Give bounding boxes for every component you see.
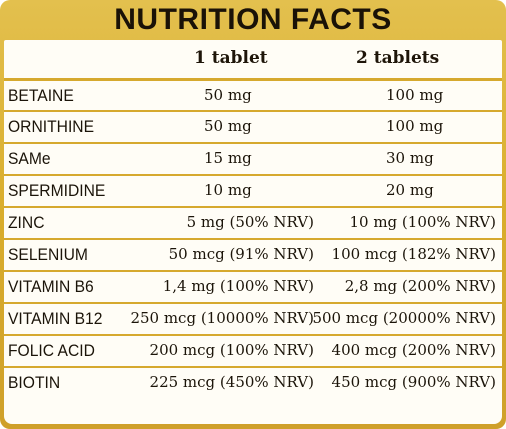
nutrient-name: BIOTIN xyxy=(8,373,61,392)
nutrient-name: SAMe xyxy=(8,149,51,168)
column-header-2-tablets: 2 tablets xyxy=(356,48,440,68)
table-row: SPERMIDINE 10 mg 20 mg xyxy=(4,174,502,206)
amount-1-tablet: 15 mg xyxy=(204,149,252,167)
nutrient-name: SELENIUM xyxy=(8,245,88,264)
amount-2-tablets: 20 mg xyxy=(386,181,434,199)
amount-1-tablet: 5 mg (50% NRV) xyxy=(186,213,314,231)
amount-1-tablet: 250 mcg (10000% NRV) xyxy=(130,309,314,327)
nutrient-name: VITAMIN B12 xyxy=(8,309,103,328)
column-header-1-tablet: 1 tablet xyxy=(194,48,268,68)
amount-1-tablet: 225 mcg (450% NRV) xyxy=(149,373,314,391)
amount-2-tablets: 100 mg xyxy=(386,117,444,135)
nutrient-name: FOLIC ACID xyxy=(8,341,95,360)
table-row: BETAINE 50 mg 100 mg xyxy=(4,78,502,110)
amount-2-tablets: 30 mg xyxy=(386,149,434,167)
table-row: ZINC 5 mg (50% NRV) 10 mg (100% NRV) xyxy=(4,206,502,238)
amount-2-tablets: 450 mcg (900% NRV) xyxy=(331,373,496,391)
nutrition-table: 1 tablet 2 tablets BETAINE 50 mg 100 mg ORN… xyxy=(4,40,502,424)
table-body: BETAINE 50 mg 100 mg ORNITHINE 50 mg 100 mg SA… xyxy=(4,78,502,398)
amount-1-tablet: 50 mg xyxy=(204,86,252,104)
table-row: SELENIUM 50 mcg (91% NRV) 100 mcg (182% NR… xyxy=(4,238,502,270)
amount-2-tablets: 500 mcg (20000% NRV) xyxy=(312,309,496,327)
nutrient-name: ZINC xyxy=(8,213,45,232)
amount-2-tablets: 2,8 mg (200% NRV) xyxy=(344,277,496,295)
amount-2-tablets: 100 mcg (182% NRV) xyxy=(331,245,496,263)
table-row: FOLIC ACID 200 mcg (100% NRV) 400 mcg (200… xyxy=(4,334,502,366)
table-row: VITAMIN B6 1,4 mg (100% NRV) 2,8 mg (200% … xyxy=(4,270,502,302)
nutrient-name: BETAINE xyxy=(8,86,74,105)
table-row: VITAMIN B12 250 mcg (10000% NRV) 500 mcg (… xyxy=(4,302,502,334)
table-row: BIOTIN 225 mcg (450% NRV) 450 mcg (900% NR… xyxy=(4,366,502,398)
nutrient-name: SPERMIDINE xyxy=(8,181,106,200)
nutrient-name: VITAMIN B6 xyxy=(8,277,94,296)
amount-2-tablets: 100 mg xyxy=(386,86,444,104)
table-row: SAMe 15 mg 30 mg xyxy=(4,142,502,174)
amount-1-tablet: 50 mcg (91% NRV) xyxy=(168,245,314,263)
amount-2-tablets: 400 mcg (200% NRV) xyxy=(331,341,496,359)
table-header: 1 tablet 2 tablets xyxy=(4,40,502,78)
label-title: NUTRITION FACTS xyxy=(114,3,392,36)
amount-1-tablet: 50 mg xyxy=(204,117,252,135)
amount-1-tablet: 200 mcg (100% NRV) xyxy=(149,341,314,359)
nutrient-name: ORNITHINE xyxy=(8,117,95,136)
table-row: ORNITHINE 50 mg 100 mg xyxy=(4,110,502,142)
amount-2-tablets: 10 mg (100% NRV) xyxy=(349,213,496,231)
amount-1-tablet: 1,4 mg (100% NRV) xyxy=(162,277,314,295)
amount-1-tablet: 10 mg xyxy=(204,181,252,199)
